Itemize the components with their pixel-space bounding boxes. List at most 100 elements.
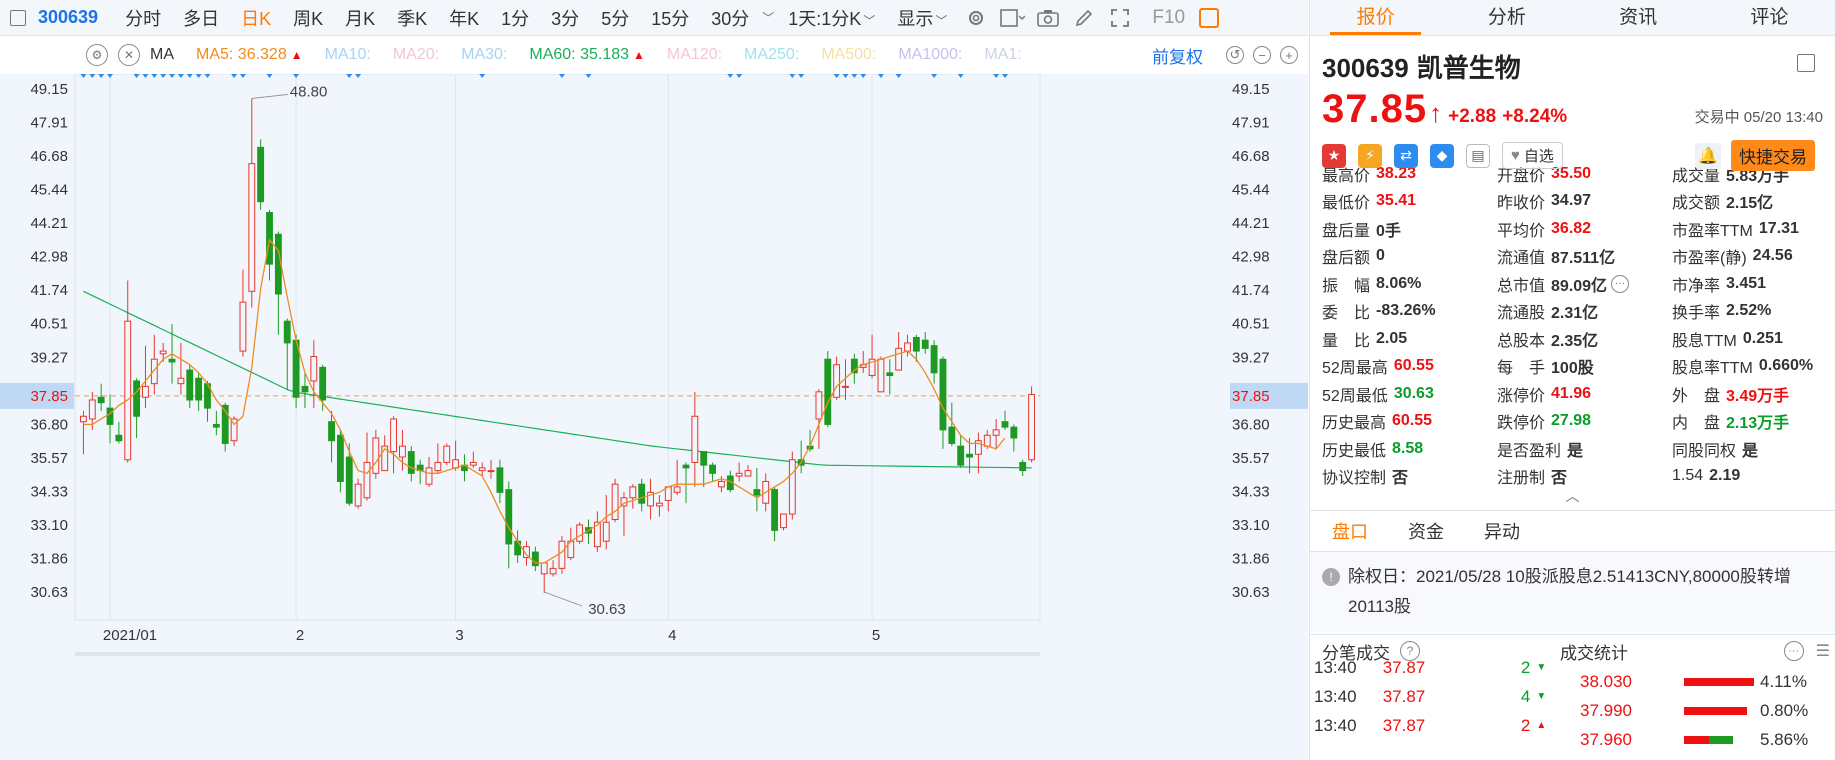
candle-body[interactable]	[186, 369, 194, 401]
period-tab-0[interactable]: 分时	[125, 8, 162, 29]
event-marker[interactable]	[177, 74, 184, 78]
candle-body[interactable]	[912, 336, 920, 352]
candle-body[interactable]	[921, 339, 929, 349]
event-marker[interactable]	[89, 74, 96, 78]
event-marker[interactable]	[789, 74, 796, 78]
candle-body[interactable]	[150, 358, 158, 385]
list-icon[interactable]: ☰	[1815, 643, 1830, 660]
event-marker[interactable]	[585, 74, 592, 78]
event-marker[interactable]	[160, 74, 167, 78]
candle-body[interactable]	[531, 551, 539, 567]
chevron-up-icon[interactable]: ︿	[1565, 488, 1580, 504]
event-marker[interactable]	[798, 74, 805, 78]
candle-body[interactable]	[815, 391, 823, 420]
period-tab-7[interactable]: 1分	[501, 8, 530, 29]
event-marker[interactable]	[727, 74, 734, 78]
f10-button[interactable]: F10	[1152, 6, 1186, 28]
event-marker[interactable]	[479, 74, 486, 78]
event-marker[interactable]	[931, 74, 938, 78]
compare-dropdown[interactable]: 1天:1分K ﹀	[788, 8, 876, 29]
candle-body[interactable]	[930, 345, 938, 374]
candle-body[interactable]	[673, 486, 681, 493]
ma-item-0[interactable]: MA5: 36.328 ▲	[196, 46, 303, 64]
help-icon[interactable]: ?	[1400, 641, 1420, 661]
close-icon[interactable]: ✕	[118, 44, 140, 66]
event-marker[interactable]	[80, 74, 87, 78]
event-marker[interactable]	[98, 74, 105, 78]
ma-indicator-label[interactable]: MA	[150, 46, 174, 63]
kline-chart-canvas[interactable]: 2021/01 2 3 4 5 49.15 49.15 47.91 47.91 46.68 46.6…	[0, 74, 1308, 760]
tag-icon[interactable]: ◆	[1430, 143, 1454, 168]
candle-body[interactable]	[106, 407, 114, 425]
settings-icon[interactable]	[961, 5, 991, 31]
candle-body[interactable]	[629, 486, 637, 499]
period-tab-10[interactable]: 15分	[651, 8, 690, 29]
frame-icon[interactable]	[997, 5, 1027, 31]
more-icon[interactable]: ···	[1611, 274, 1630, 293]
candle-body[interactable]	[735, 472, 743, 477]
candle-body[interactable]	[221, 404, 229, 444]
event-marker[interactable]	[346, 74, 353, 78]
candle-body[interactable]	[301, 385, 309, 393]
candle-body[interactable]	[877, 358, 885, 393]
candle-body[interactable]	[505, 489, 513, 545]
period-tab-11[interactable]: 30分	[711, 8, 750, 29]
candle-body[interactable]	[904, 342, 911, 352]
candle-body[interactable]	[257, 146, 265, 203]
ma-item-4[interactable]: MA60: 35.183 ▲	[529, 46, 645, 64]
candle-body[interactable]	[664, 486, 672, 501]
sub-tab-1[interactable]: 资金	[1408, 522, 1444, 542]
candle-body[interactable]	[425, 467, 433, 485]
candle-body[interactable]	[957, 445, 965, 466]
period-tab-9[interactable]: 5分	[601, 8, 630, 29]
period-tab-8[interactable]: 3分	[551, 8, 580, 29]
candle-body[interactable]	[788, 459, 796, 515]
candle-body[interactable]	[336, 434, 344, 482]
candle-body[interactable]	[469, 461, 477, 466]
panel-tab-2[interactable]: 资讯	[1619, 7, 1658, 28]
candle-body[interactable]	[310, 356, 318, 382]
candle-body[interactable]	[319, 366, 327, 401]
event-marker[interactable]	[558, 74, 565, 78]
period-tab-4[interactable]: 月K	[345, 8, 376, 29]
candle-body[interactable]	[159, 350, 167, 355]
candle-body[interactable]	[1028, 394, 1035, 461]
candle-body[interactable]	[682, 464, 690, 469]
candle-body[interactable]	[124, 320, 132, 461]
add-watchlist-button[interactable]: ♥ 自选	[1502, 142, 1563, 169]
candle-body[interactable]	[868, 358, 876, 377]
settings-icon[interactable]: ⚙	[86, 44, 108, 66]
candle-body[interactable]	[133, 380, 141, 417]
more-icon[interactable]: ···	[1783, 641, 1804, 661]
event-marker[interactable]	[151, 74, 158, 78]
event-marker[interactable]	[293, 74, 300, 78]
candle-body[interactable]	[88, 399, 96, 420]
candle-body[interactable]	[230, 418, 238, 442]
candle-body[interactable]	[115, 434, 123, 442]
event-marker[interactable]	[266, 74, 273, 78]
candle-body[interactable]	[655, 502, 663, 507]
candle-body[interactable]	[177, 377, 185, 385]
candle-body[interactable]	[354, 483, 362, 507]
event-marker[interactable]	[860, 74, 867, 78]
candle-body[interactable]	[602, 521, 610, 542]
adjust-mode-button[interactable]: 前复权	[1152, 47, 1203, 67]
candle-body[interactable]	[381, 445, 389, 472]
candle-body[interactable]	[558, 540, 566, 569]
candle-body[interactable]	[895, 347, 903, 371]
candle-body[interactable]	[239, 301, 247, 352]
shuffle-icon[interactable]: ⇄	[1394, 143, 1418, 168]
candle-body[interactable]	[709, 464, 716, 474]
candle-body[interactable]	[443, 445, 451, 463]
event-marker[interactable]	[204, 74, 211, 78]
candle-body[interactable]	[1001, 421, 1009, 428]
event-marker[interactable]	[186, 74, 193, 78]
candle-body[interactable]	[266, 212, 273, 265]
ma-item-7[interactable]: MA500:	[821, 46, 876, 64]
candle-body[interactable]	[142, 385, 149, 398]
candle-body[interactable]	[824, 358, 832, 425]
event-marker[interactable]	[736, 74, 743, 78]
candle-body[interactable]	[363, 461, 371, 499]
candle-body[interactable]	[850, 358, 858, 374]
candle-body[interactable]	[886, 372, 894, 377]
